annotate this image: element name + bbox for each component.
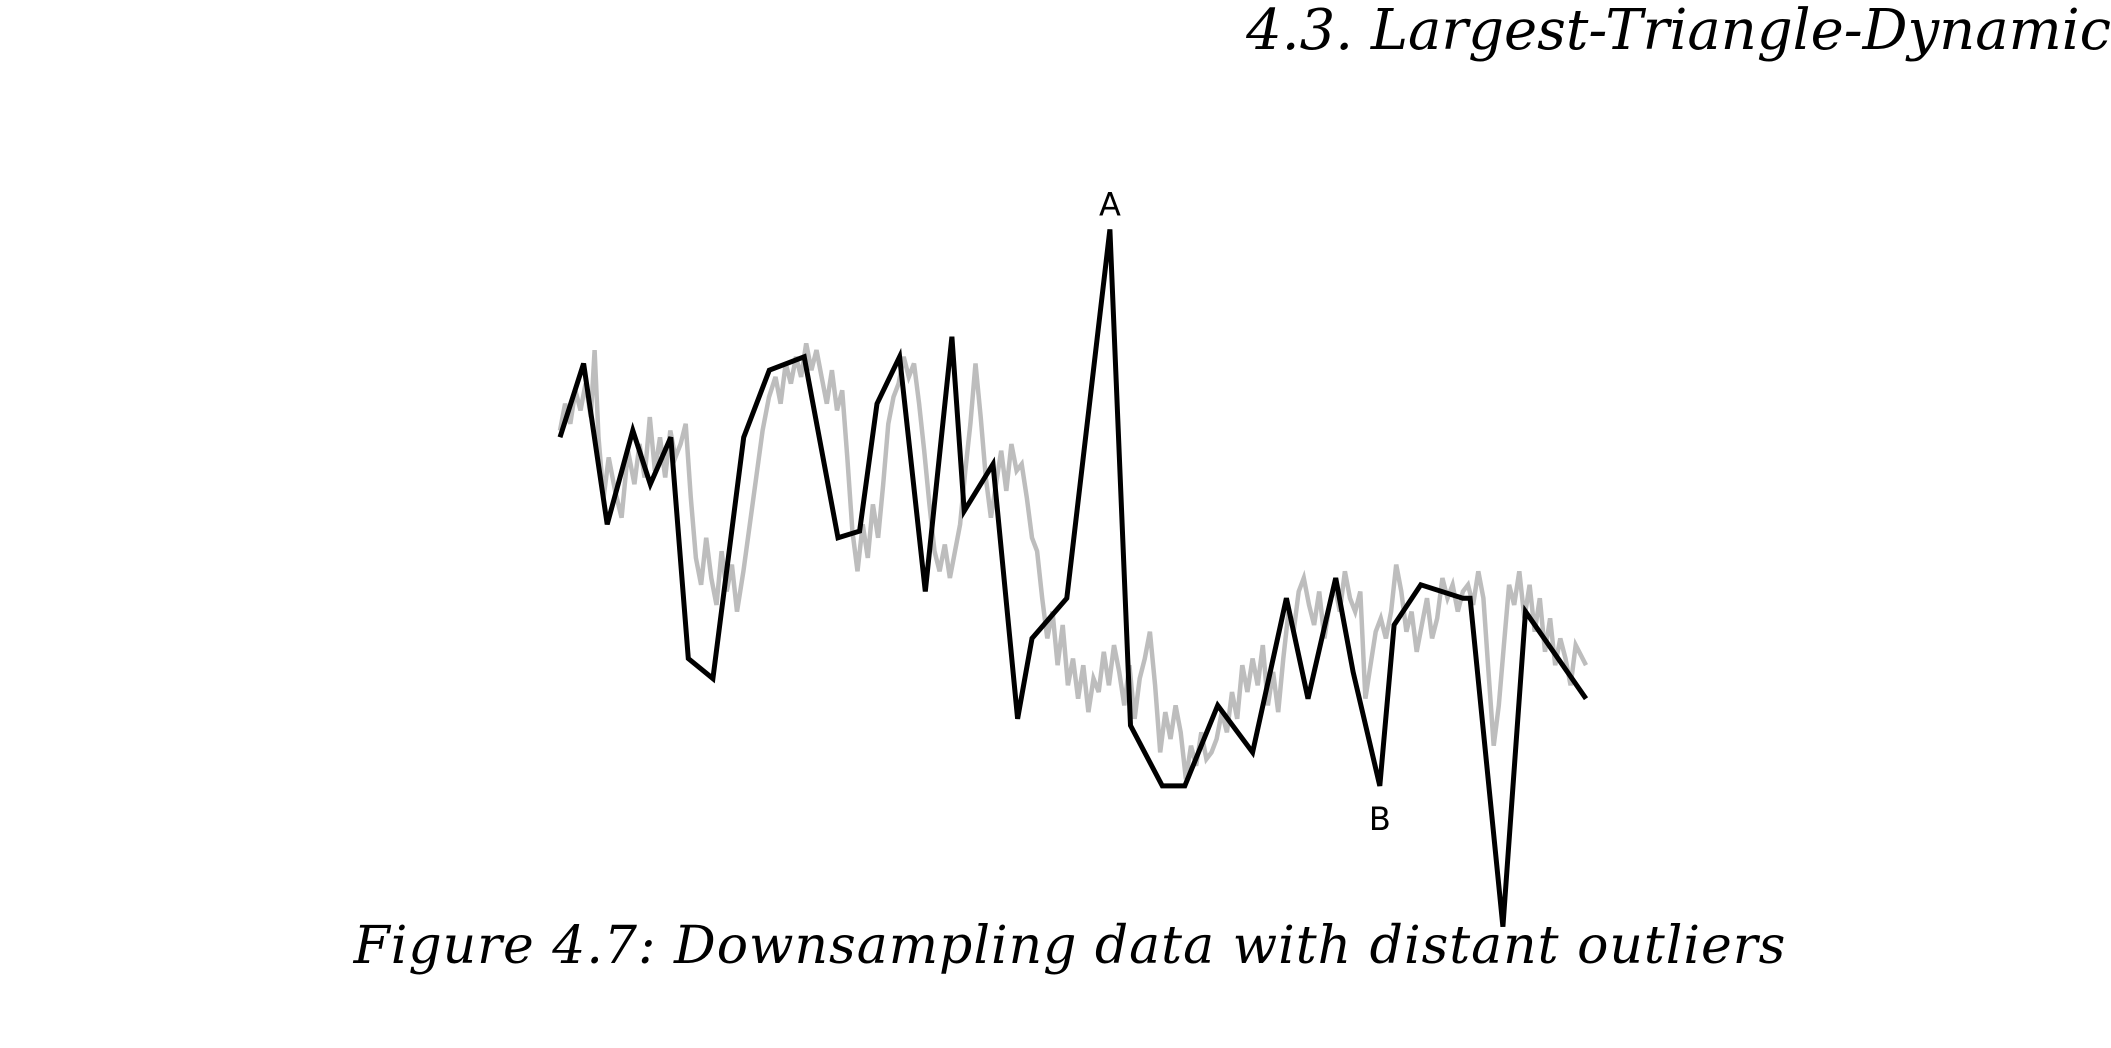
plot-area: AB bbox=[557, 185, 1589, 927]
downsampled-series-line bbox=[557, 229, 1589, 927]
annotation-label-a: A bbox=[1099, 185, 1121, 223]
annotation-label-b: B bbox=[1369, 800, 1391, 838]
figure-caption: Figure 4.7: Downsampling data with dista… bbox=[353, 916, 1787, 976]
running-header: 4.3. Largest-Triangle-Dynamic bbox=[1246, 0, 2111, 63]
original-series-line bbox=[557, 342, 1589, 780]
